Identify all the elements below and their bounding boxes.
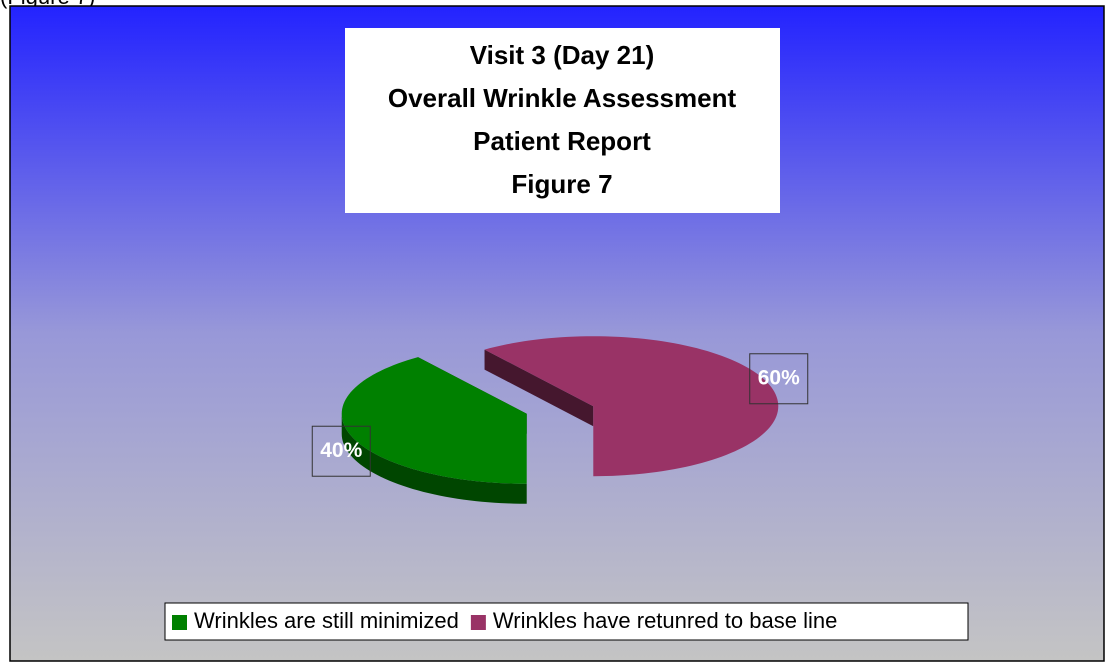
title-line: Visit 3 (Day 21) (470, 40, 655, 70)
data-label-box (749, 353, 809, 405)
slice-cut-face (484, 349, 594, 427)
title: Visit 3 (Day 21) Overall Wrinkle Assessme… (388, 40, 737, 199)
legend-box (164, 602, 969, 641)
slice-top (341, 357, 527, 484)
data-label-box (311, 425, 371, 477)
caption: (Figure 7) (0, 0, 95, 9)
legend-swatch (172, 615, 187, 630)
title-line: Overall Wrinkle Assessment (388, 83, 737, 113)
pie-slice (484, 336, 779, 477)
title-box (345, 28, 780, 213)
title-line: Patient Report (473, 126, 651, 156)
legend-swatch (470, 615, 486, 630)
legend-label: Wrinkles are still minimized (194, 608, 459, 633)
slice-wall (341, 413, 527, 504)
legend-label: Wrinkles have retunred to base line (493, 608, 837, 633)
data-label: 40% (320, 439, 362, 462)
data-label: 60% (758, 366, 800, 389)
slice-top (484, 336, 779, 477)
pie-slice (341, 357, 527, 504)
title-line: Figure 7 (511, 169, 612, 199)
